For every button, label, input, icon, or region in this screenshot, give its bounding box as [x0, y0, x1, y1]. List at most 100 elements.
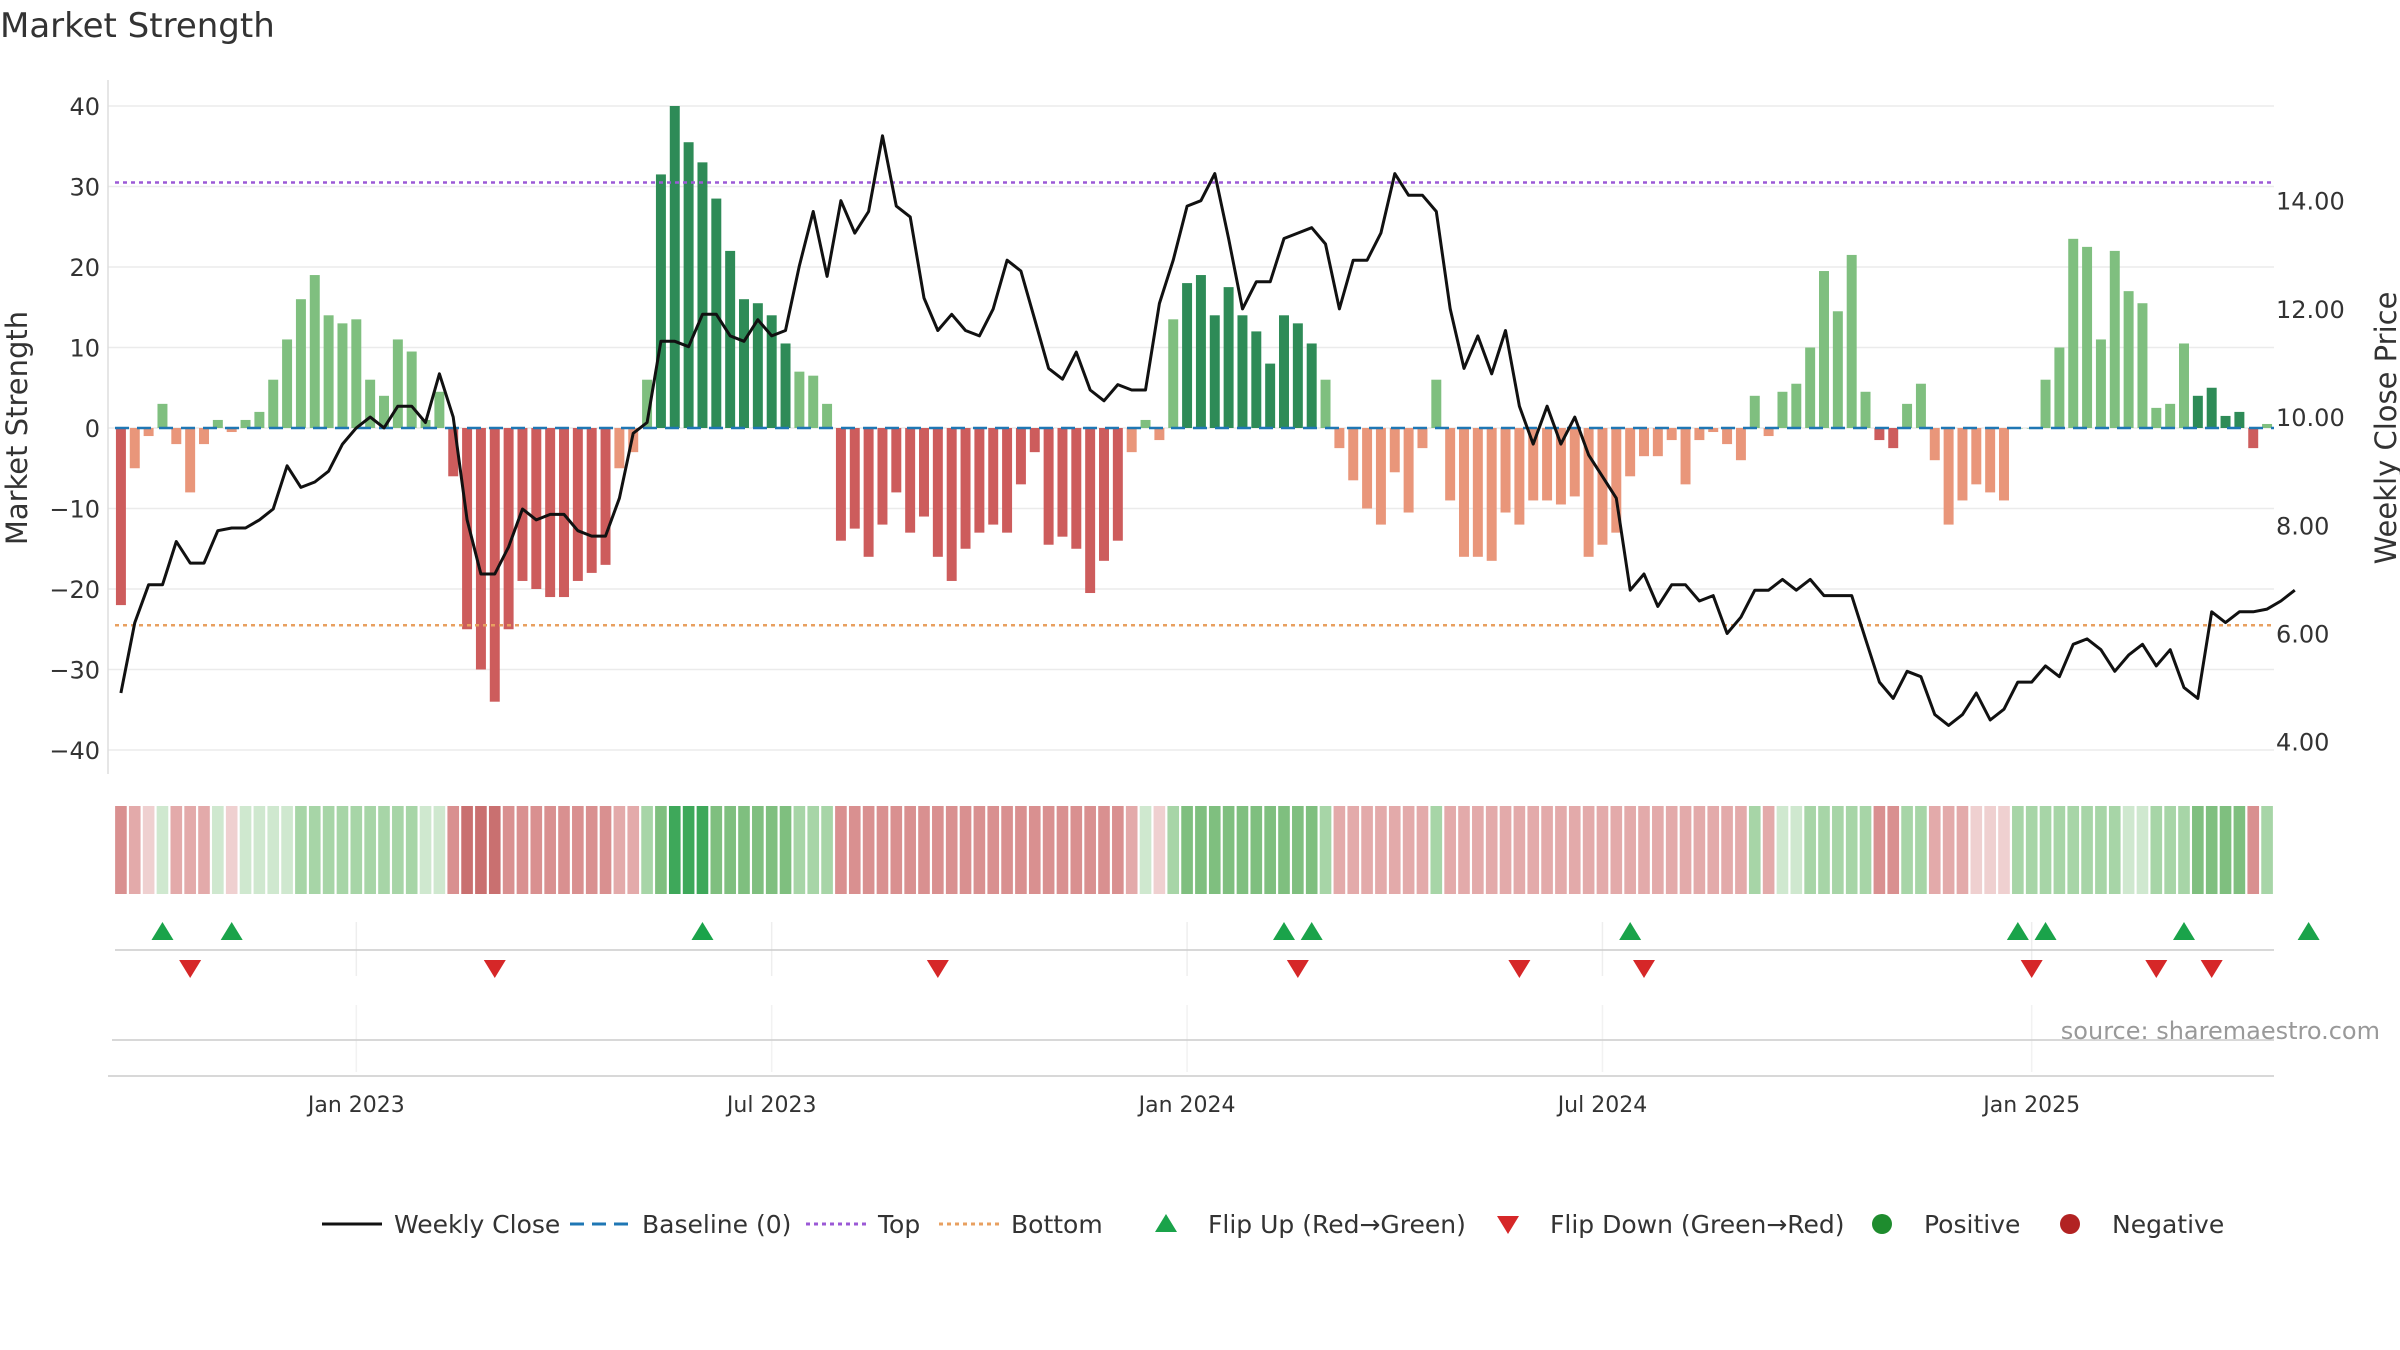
strength-bar-negative	[1597, 428, 1608, 545]
strength-bar-negative	[919, 428, 929, 517]
strength-bar-positive	[642, 379, 653, 428]
heat-cell	[1845, 806, 1858, 894]
strength-bar-negative	[1071, 428, 1082, 549]
heat-cell	[2067, 806, 2080, 894]
strength-bar-positive	[822, 403, 833, 428]
strength-bar-positive	[240, 419, 251, 428]
heat-cell	[1416, 806, 1429, 894]
y-left-title: Market Strength	[0, 311, 34, 545]
strength-bar-positive	[1251, 331, 1262, 428]
heat-cell	[2095, 806, 2107, 894]
heat-cell	[1028, 806, 1041, 894]
heat-cell	[904, 806, 916, 894]
heat-cell	[1762, 806, 1775, 894]
strength-bar-positive	[808, 375, 819, 428]
strength-bar-negative	[1542, 428, 1553, 501]
heat-cell	[392, 806, 404, 894]
heat-cell	[128, 806, 141, 894]
strength-bar-positive	[1279, 315, 1289, 428]
strength-bar-negative	[1957, 428, 1968, 501]
strength-bar-negative	[489, 428, 500, 702]
strength-bar-positive	[295, 299, 306, 428]
heat-cell	[1707, 806, 1720, 894]
strength-bar-positive	[2082, 246, 2093, 428]
heat-cell	[1347, 806, 1360, 894]
y-left-tick-label: 30	[69, 174, 100, 202]
heat-cell	[1195, 806, 1207, 894]
heat-cell	[1485, 806, 1498, 894]
legend-item: Baseline (0)	[570, 1210, 791, 1239]
legend-swatch-circle	[1872, 1214, 1892, 1234]
heat-cell	[1928, 806, 1941, 894]
strength-bar-positive	[1306, 343, 1317, 428]
heat-cell	[1970, 806, 1983, 894]
strength-bar-negative	[448, 428, 459, 477]
strength-bar-positive	[1902, 403, 1913, 428]
heat-cell	[1832, 806, 1844, 894]
strength-bar-positive	[2165, 403, 2176, 428]
strength-bar-negative	[1971, 428, 1982, 485]
heat-cell	[461, 806, 473, 894]
y-right-tick-label: 10.00	[2276, 404, 2345, 432]
strength-bar-negative	[1555, 428, 1566, 505]
flip-up-marker	[2173, 922, 2195, 940]
flip-down-marker	[1286, 960, 1309, 978]
strength-bar-negative	[1500, 428, 1511, 513]
flip-up-marker	[2297, 922, 2320, 940]
heat-cell	[378, 806, 390, 894]
heat-cell	[752, 806, 764, 894]
x-tick-label: Jul 2023	[725, 1093, 817, 1118]
heat-cell	[281, 806, 293, 894]
heat-cell	[2205, 806, 2218, 894]
heat-cell	[267, 806, 280, 894]
strength-bar-positive	[1320, 379, 1331, 428]
strength-bar-negative	[226, 428, 237, 433]
strength-bar-positive	[2234, 411, 2245, 428]
strength-bar-positive	[1791, 383, 1802, 428]
heat-cell	[835, 806, 847, 894]
strength-bar-negative	[849, 428, 860, 529]
y-right-tick-label: 12.00	[2276, 296, 2345, 324]
flip-up-marker	[2006, 922, 2029, 940]
flip-down-marker	[2020, 960, 2043, 978]
heat-cell	[682, 806, 695, 894]
strength-bar-negative	[1154, 428, 1165, 441]
strength-bar-positive	[309, 275, 320, 428]
strength-bar-negative	[517, 428, 528, 581]
heat-cell	[1056, 806, 1069, 894]
strength-bar-negative	[1943, 428, 1954, 525]
heat-cell	[2192, 806, 2204, 894]
strength-bar-negative	[1334, 428, 1345, 449]
heat-cell	[142, 806, 155, 894]
strength-bar-positive	[2137, 303, 2148, 428]
heat-cell	[2233, 806, 2246, 894]
strength-bar-positive	[1832, 311, 1843, 428]
heat-cell	[793, 806, 806, 894]
strength-bar-negative	[462, 428, 473, 630]
strength-bar-negative	[115, 428, 126, 606]
heat-cell	[1167, 806, 1180, 894]
strength-bar-positive	[212, 419, 223, 428]
y-left-tick-label: 10	[69, 335, 100, 363]
strength-bar-positive	[1846, 254, 1857, 428]
heat-cell	[516, 806, 529, 894]
heat-cell	[1748, 806, 1761, 894]
strength-bar-negative	[1611, 428, 1622, 533]
strength-bar-negative	[1514, 428, 1525, 525]
strength-bar-negative	[1985, 428, 1996, 493]
strength-bar-negative	[835, 428, 846, 541]
y-right-tick-label: 4.00	[2276, 729, 2329, 757]
heat-cell	[1859, 806, 1872, 894]
heat-cell	[1236, 806, 1249, 894]
strength-bar-negative	[1043, 428, 1054, 545]
y-left-tick-label: −20	[49, 576, 100, 604]
heat-cell	[350, 806, 363, 894]
strength-bar-positive	[2109, 250, 2120, 428]
heat-cell	[1721, 806, 1733, 894]
heat-cell	[572, 806, 584, 894]
heat-cell	[1292, 806, 1304, 894]
flip-up-marker	[1619, 922, 1642, 940]
heat-cell	[1804, 806, 1816, 894]
strength-bar-negative	[129, 428, 140, 469]
